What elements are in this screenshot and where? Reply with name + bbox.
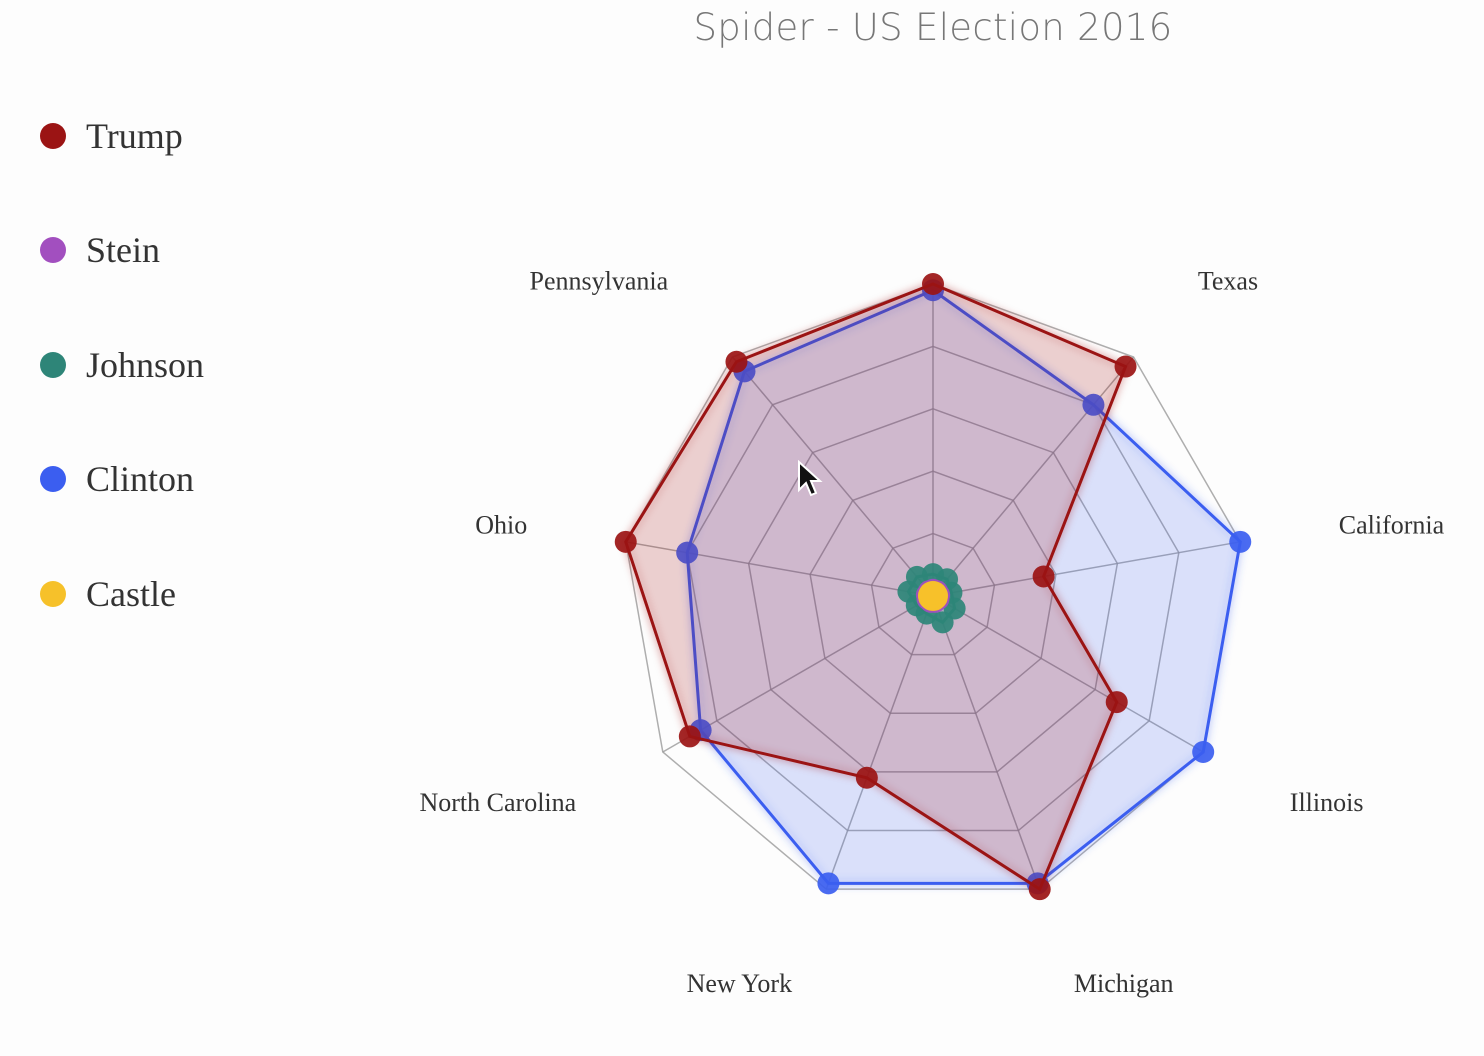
axis-label-texas: Texas [1198, 266, 1258, 295]
data-point-johnson-florida [922, 563, 944, 586]
legend-dot-icon [40, 580, 66, 607]
legend-dot-icon [40, 351, 66, 378]
data-point-castle-florida [921, 580, 945, 605]
legend-label: Johnson [86, 344, 205, 385]
data-point-trump-michigan [1028, 878, 1051, 901]
axis-label-new-york: New York [687, 969, 792, 998]
legend-item-clinton[interactable]: Clinton [40, 452, 204, 507]
data-point-trump-florida [922, 273, 944, 295]
axis-label-illinois: Illinois [1290, 788, 1364, 817]
legend-item-trump[interactable]: Trump [40, 108, 204, 163]
legend-dot-icon [40, 122, 66, 149]
data-point-johnson-michigan [931, 611, 954, 634]
data-point-trump-california [1032, 565, 1055, 588]
data-point-clinton-california [1229, 530, 1252, 553]
series-line-trump [624, 282, 1128, 892]
data-point-trump-north-carolina [678, 725, 701, 748]
legend-label: Stein [86, 230, 161, 270]
series-castle [917, 580, 949, 611]
mouse-cursor-icon [798, 460, 823, 497]
axis-label-ohio: Ohio [475, 510, 527, 539]
axis-label-michigan: Michigan [1074, 969, 1174, 998]
legend-label: Castle [86, 573, 176, 614]
data-point-clinton-new-york [817, 872, 840, 895]
legend-item-johnson[interactable]: Johnson [40, 337, 204, 392]
data-point-trump-new-york [855, 766, 878, 789]
legend-dot-icon [40, 466, 66, 492]
data-point-clinton-illinois [1192, 741, 1215, 763]
legend-item-stein[interactable]: Stein [40, 223, 204, 278]
legend: Trump Stein Johnson Clinton Castle [40, 108, 204, 681]
data-point-trump-ohio [614, 530, 637, 553]
axis-label-pennsylvania: Pennsylvania [530, 266, 669, 295]
axis-label-north-carolina: North Carolina [420, 788, 577, 817]
chart-title: Spider - US Election 2016 [693, 6, 1173, 49]
legend-dot-icon [40, 237, 66, 263]
data-point-trump-pennsylvania [725, 350, 748, 373]
legend-item-castle[interactable]: Castle [40, 566, 204, 621]
axis-label-california: California [1339, 510, 1445, 539]
legend-label: Clinton [86, 459, 195, 499]
data-point-trump-texas [1114, 355, 1137, 378]
series-trump [614, 273, 1137, 901]
data-point-trump-illinois [1105, 691, 1128, 714]
legend-label: Trump [86, 115, 183, 156]
